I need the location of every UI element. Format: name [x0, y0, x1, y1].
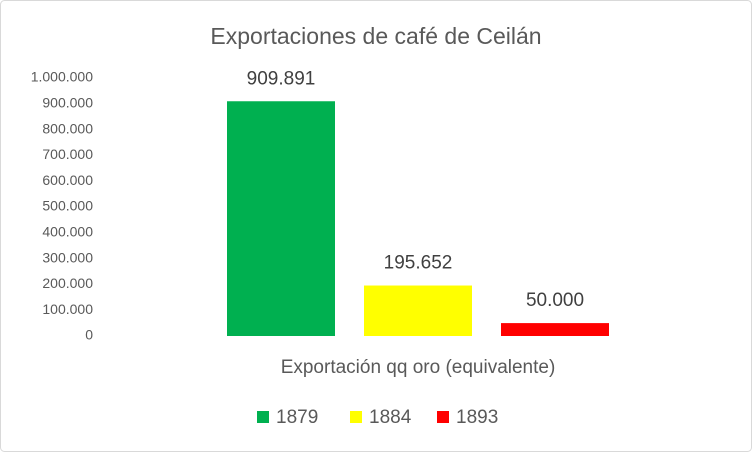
legend-label: 1879	[276, 407, 318, 428]
legend-label: 1884	[369, 407, 412, 428]
y-tick-label: 1.000.000	[31, 69, 93, 85]
y-tick-label: 500.000	[42, 198, 93, 214]
legend-label: 1893	[456, 407, 498, 428]
y-tick-label: 700.000	[42, 146, 93, 162]
data-label: 909.891	[247, 68, 316, 89]
y-tick-label: 900.000	[42, 95, 93, 111]
chart-title: Exportaciones de café de Ceilán	[210, 23, 541, 49]
data-label: 50.000	[526, 290, 584, 311]
y-tick-label: 200.000	[42, 275, 93, 291]
y-tick-label: 400.000	[42, 224, 93, 240]
bar	[364, 285, 472, 336]
legend-swatch	[437, 411, 449, 423]
y-tick-label: 800.000	[42, 120, 93, 136]
legend-swatch	[257, 411, 269, 423]
y-tick-label: 0	[85, 327, 93, 343]
y-tick-label: 600.000	[42, 172, 93, 188]
data-label: 195.652	[384, 253, 453, 274]
y-tick-label: 100.000	[42, 301, 93, 317]
x-tick-label: Exportación qq oro (equivalente)	[281, 357, 556, 378]
legend-swatch	[350, 411, 362, 423]
y-tick-label: 300.000	[42, 249, 93, 265]
bar	[501, 323, 609, 336]
bar	[227, 101, 335, 336]
